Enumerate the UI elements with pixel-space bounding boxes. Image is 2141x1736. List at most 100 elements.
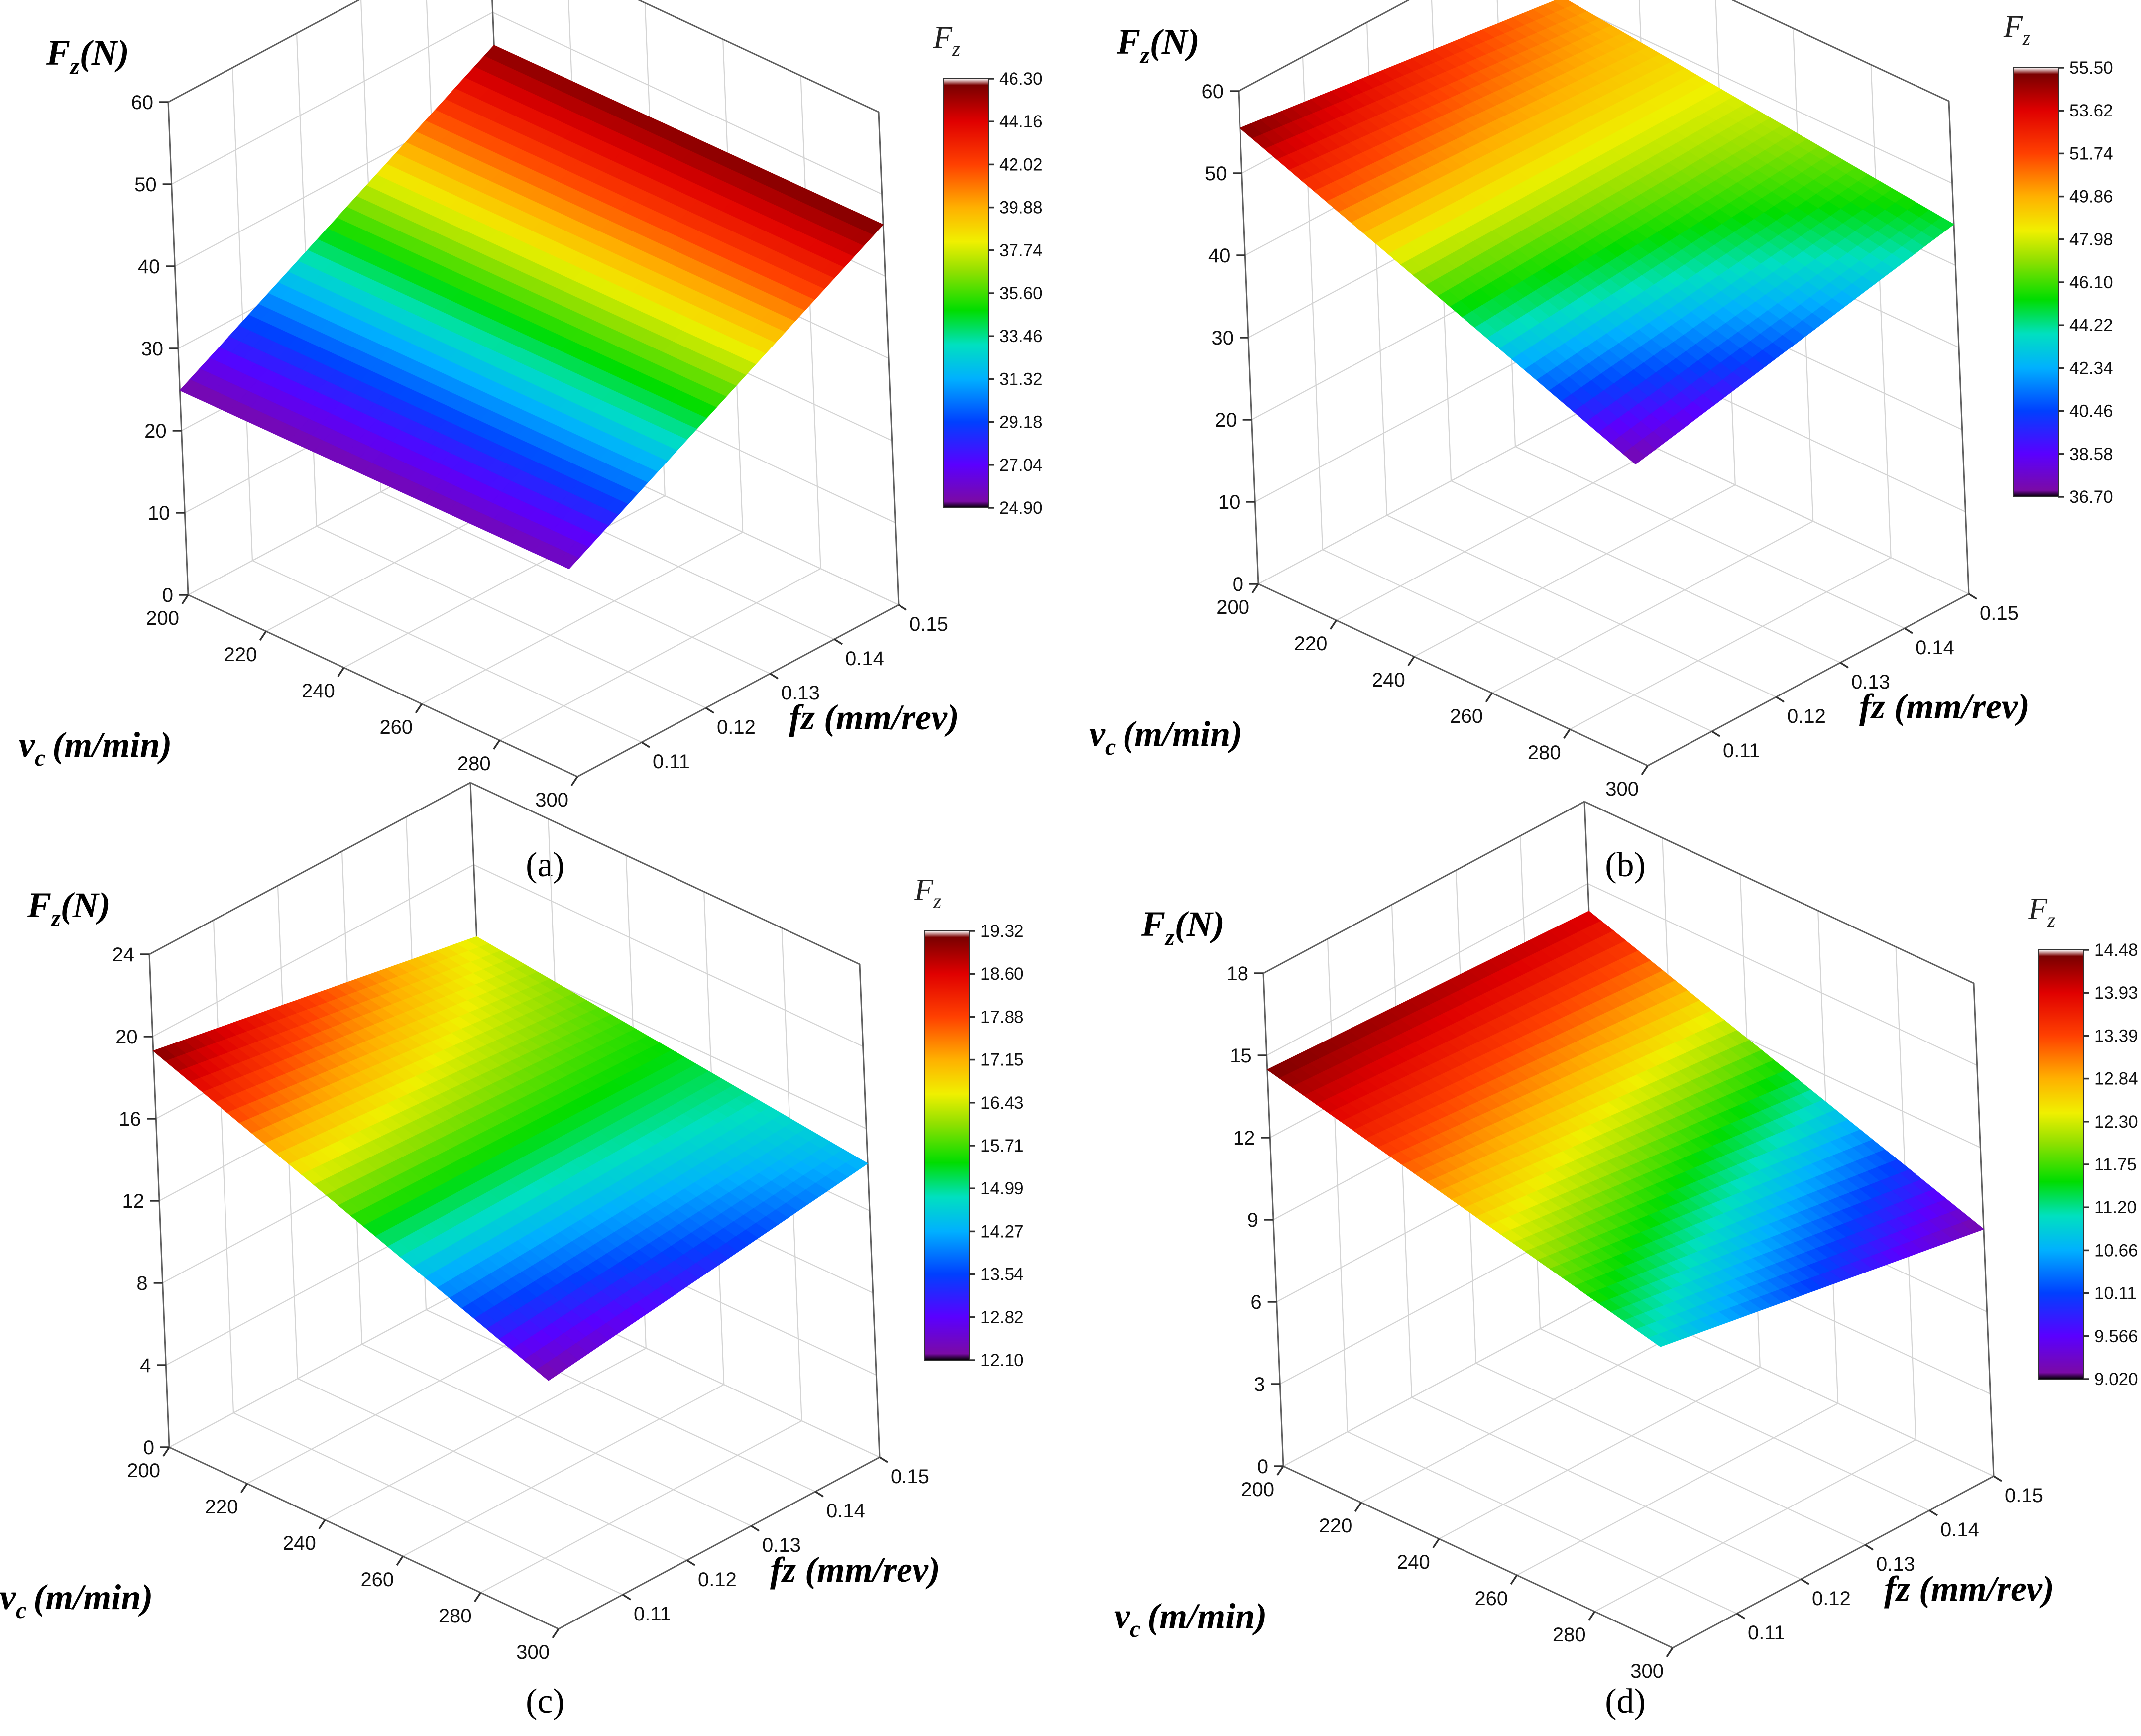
floor-grid-line <box>1570 557 1892 730</box>
vc-tick <box>259 631 267 641</box>
colorbar-tick-label: 12.10 <box>980 1351 1024 1370</box>
panel-caption-b: (b) <box>1605 846 1646 884</box>
colorbar: 55.5053.6251.7449.8647.9846.1044.2242.34… <box>2003 10 2113 507</box>
vc-tick-label: 200 <box>127 1460 160 1482</box>
wall-grid-line <box>1258 412 1580 584</box>
vc-tick-label: 300 <box>1630 1660 1664 1682</box>
z-tick-label: 0 <box>162 584 173 606</box>
colorbar-title-sub: z <box>2022 27 2030 50</box>
z-axis-title: Fz(N) <box>1116 22 1200 68</box>
z-tick-label: 30 <box>1212 327 1234 349</box>
colorbar-tick-label: 51.74 <box>2069 144 2113 163</box>
colorbar-tick-label: 35.60 <box>999 284 1043 303</box>
vc-title-sub: c <box>1130 1616 1140 1642</box>
frame-edge <box>577 604 899 778</box>
colorbar-tick-label: 24.90 <box>999 498 1043 518</box>
fz-tick-label: 0.14 <box>826 1500 865 1522</box>
colorbar-title: Fz <box>914 873 941 913</box>
floor-grid-line <box>1386 515 1777 697</box>
vc-tick-label: 200 <box>1216 596 1249 618</box>
vc-tick-label: 240 <box>1397 1551 1430 1573</box>
fz-tick-label: 0.14 <box>1916 637 1954 659</box>
panel-caption-d: (d) <box>1605 1682 1646 1721</box>
frame-edge <box>558 1456 880 1630</box>
wall-grid-line <box>1870 64 1892 558</box>
vc-tick <box>1510 1575 1518 1585</box>
colorbar-tick-label: 14.99 <box>980 1179 1024 1198</box>
colorbar-tick-label: 44.16 <box>999 112 1043 131</box>
fz-tick <box>898 604 907 611</box>
colorbar-title-main: F <box>2003 10 2023 44</box>
wall-grid-line <box>168 0 360 103</box>
z-tick-label: 6 <box>1250 1291 1261 1313</box>
vc-tick <box>415 703 423 713</box>
surface <box>1239 0 1955 465</box>
vc-tick-label: 280 <box>1528 742 1561 764</box>
colorbar-scale <box>943 78 989 508</box>
vc-title-main: v <box>19 725 35 765</box>
z-tick-label: 15 <box>1230 1045 1252 1067</box>
floor-grid-line <box>1360 1330 1683 1503</box>
fz-tick <box>1993 1475 2002 1482</box>
panel-caption-c: (c) <box>526 1682 564 1721</box>
vc-tick-label: 220 <box>1319 1515 1352 1537</box>
floor-grid-line <box>1516 1403 1838 1576</box>
vc-tick-label: 280 <box>457 753 491 775</box>
vc-tick <box>1641 765 1649 775</box>
colorbar-tick-label: 11.20 <box>2094 1198 2137 1217</box>
vc-tick <box>570 776 578 786</box>
vc-title-unit: (m/min) <box>33 1577 153 1617</box>
floor-grid-line <box>1336 448 1658 621</box>
z-tick-label: 60 <box>1202 81 1224 103</box>
surface <box>1266 911 1985 1347</box>
wall-grid-line <box>1563 1 1953 184</box>
surface-patch <box>556 552 579 570</box>
fz-tick <box>834 638 843 645</box>
vc-tick <box>1407 656 1415 666</box>
fz-tick-label: 0.11 <box>653 751 690 773</box>
vc-tick-label: 240 <box>302 680 335 702</box>
colorbar-tick-label: 15.71 <box>980 1136 1024 1156</box>
colorbar: 14.4813.9313.3912.8412.3011.7511.2010.66… <box>2028 892 2138 1389</box>
frame-edge <box>1672 1475 1994 1649</box>
z-title-main: F <box>1141 904 1165 944</box>
z-tick-label: 10 <box>1218 491 1240 513</box>
fz-tick-label: 0.15 <box>1980 602 2019 624</box>
colorbar-tick-label: 42.02 <box>999 155 1043 174</box>
colorbar-tick-label: 40.46 <box>2069 402 2113 421</box>
vc-tick <box>1563 729 1571 739</box>
vc-title-unit: (m/min) <box>1123 714 1242 754</box>
z-tick-label: 10 <box>148 502 170 524</box>
floor-grid-line <box>316 526 706 708</box>
colorbar-tick-label: 10.66 <box>2094 1241 2138 1260</box>
fz-tick-label: 0.11 <box>1723 740 1760 762</box>
fz-axis-title: fz (mm/rev) <box>1884 1569 2054 1609</box>
wall-grid-line <box>800 75 821 569</box>
z-axis-title: Fz(N) <box>46 33 129 79</box>
z-title-main: F <box>27 885 51 925</box>
colorbar-tick-label: 17.88 <box>980 1007 1024 1027</box>
colorbar-tick-label: 10.11 <box>2094 1284 2137 1303</box>
colorbar: 19.3218.6017.8817.1516.4315.7114.9914.27… <box>914 873 1024 1370</box>
colorbar-tick-label: 14.48 <box>2094 940 2138 960</box>
frame-edge <box>168 0 361 103</box>
z-tick-label: 60 <box>131 92 154 114</box>
colorbar-scale <box>2013 67 2059 497</box>
floor-grid-line <box>1414 484 1736 657</box>
vc-axis-title: vc (m/min) <box>1089 714 1242 760</box>
floor-grid-line <box>499 568 821 741</box>
z-tick-label: 20 <box>144 420 167 442</box>
colorbar: 46.3044.1642.0239.8837.7435.6033.4631.32… <box>933 21 1043 518</box>
colorbar-tick-label: 9.020 <box>2094 1370 2138 1389</box>
colorbar-tick-label: 46.10 <box>2069 273 2113 292</box>
vc-tick <box>1432 1538 1440 1548</box>
vc-tick-label: 300 <box>1605 778 1639 800</box>
colorbar-tick-label: 14.27 <box>980 1222 1024 1241</box>
colorbar-tick-label: 11.75 <box>2094 1155 2137 1174</box>
